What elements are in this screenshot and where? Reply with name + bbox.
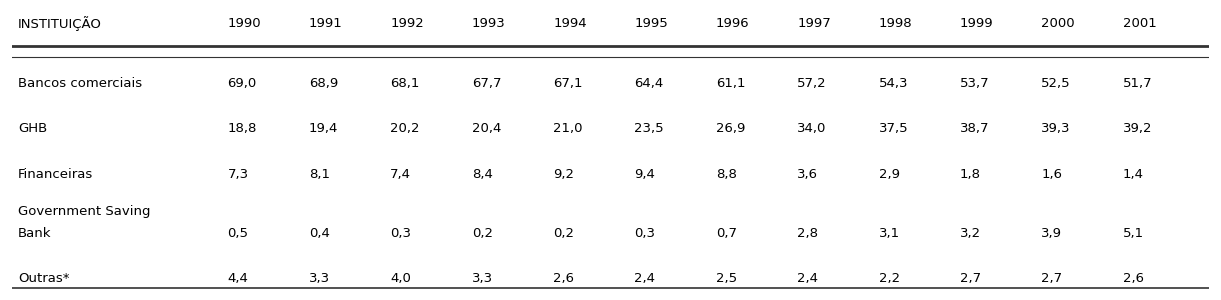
Text: 8,1: 8,1 bbox=[309, 168, 330, 181]
Text: 39,2: 39,2 bbox=[1122, 122, 1153, 135]
Text: 21,0: 21,0 bbox=[553, 122, 582, 135]
Text: 2,9: 2,9 bbox=[879, 168, 900, 181]
Text: 68,1: 68,1 bbox=[391, 76, 420, 90]
Text: 5,1: 5,1 bbox=[1122, 226, 1144, 240]
Text: 1991: 1991 bbox=[309, 17, 343, 30]
Text: 1999: 1999 bbox=[960, 17, 994, 30]
Text: Bank: Bank bbox=[18, 226, 51, 240]
Text: Financeiras: Financeiras bbox=[18, 168, 94, 181]
Text: 2,6: 2,6 bbox=[1122, 272, 1144, 285]
Text: 0,2: 0,2 bbox=[553, 226, 574, 240]
Text: 1998: 1998 bbox=[879, 17, 912, 30]
Text: 3,2: 3,2 bbox=[960, 226, 980, 240]
Text: Bancos comerciais: Bancos comerciais bbox=[18, 76, 143, 90]
Text: INSTITUIÇÃO: INSTITUIÇÃO bbox=[18, 16, 103, 31]
Text: 1,6: 1,6 bbox=[1042, 168, 1062, 181]
Text: 3,1: 3,1 bbox=[879, 226, 900, 240]
Text: 20,2: 20,2 bbox=[391, 122, 420, 135]
Text: 1997: 1997 bbox=[797, 17, 832, 30]
Text: 18,8: 18,8 bbox=[227, 122, 256, 135]
Text: 52,5: 52,5 bbox=[1042, 76, 1071, 90]
Text: 4,4: 4,4 bbox=[227, 272, 248, 285]
Text: 3,6: 3,6 bbox=[797, 168, 818, 181]
Text: 1990: 1990 bbox=[227, 17, 261, 30]
Text: 67,7: 67,7 bbox=[471, 76, 501, 90]
Text: 64,4: 64,4 bbox=[635, 76, 664, 90]
Text: 2,4: 2,4 bbox=[797, 272, 818, 285]
Text: 34,0: 34,0 bbox=[797, 122, 827, 135]
Text: 26,9: 26,9 bbox=[716, 122, 745, 135]
Text: 69,0: 69,0 bbox=[227, 76, 256, 90]
Text: 8,8: 8,8 bbox=[716, 168, 736, 181]
Text: 0,2: 0,2 bbox=[471, 226, 493, 240]
Text: 2,7: 2,7 bbox=[1042, 272, 1062, 285]
Text: 54,3: 54,3 bbox=[879, 76, 908, 90]
Text: 2,4: 2,4 bbox=[635, 272, 656, 285]
Text: 3,3: 3,3 bbox=[309, 272, 330, 285]
Text: 39,3: 39,3 bbox=[1042, 122, 1071, 135]
Text: 51,7: 51,7 bbox=[1122, 76, 1153, 90]
Text: 9,2: 9,2 bbox=[553, 168, 574, 181]
Text: 2,6: 2,6 bbox=[553, 272, 574, 285]
Text: 3,9: 3,9 bbox=[1042, 226, 1062, 240]
Text: 20,4: 20,4 bbox=[471, 122, 501, 135]
Text: 1992: 1992 bbox=[391, 17, 424, 30]
Text: 0,3: 0,3 bbox=[635, 226, 656, 240]
Text: 0,4: 0,4 bbox=[309, 226, 330, 240]
Text: GHB: GHB bbox=[18, 122, 48, 135]
Text: 2,7: 2,7 bbox=[960, 272, 980, 285]
Text: 23,5: 23,5 bbox=[635, 122, 664, 135]
Text: 1994: 1994 bbox=[553, 17, 586, 30]
Text: 38,7: 38,7 bbox=[960, 122, 989, 135]
Text: 68,9: 68,9 bbox=[309, 76, 338, 90]
Text: 7,4: 7,4 bbox=[391, 168, 411, 181]
Text: 0,3: 0,3 bbox=[391, 226, 411, 240]
Text: 8,4: 8,4 bbox=[471, 168, 492, 181]
Text: 1,4: 1,4 bbox=[1122, 168, 1144, 181]
Text: 2,8: 2,8 bbox=[797, 226, 818, 240]
Text: 1993: 1993 bbox=[471, 17, 505, 30]
Text: 3,3: 3,3 bbox=[471, 272, 493, 285]
Text: 57,2: 57,2 bbox=[797, 76, 827, 90]
Text: 61,1: 61,1 bbox=[716, 76, 745, 90]
Text: 19,4: 19,4 bbox=[309, 122, 338, 135]
Text: 37,5: 37,5 bbox=[879, 122, 908, 135]
Text: 1995: 1995 bbox=[635, 17, 668, 30]
Text: 2001: 2001 bbox=[1122, 17, 1156, 30]
Text: 9,4: 9,4 bbox=[635, 168, 656, 181]
Text: 2000: 2000 bbox=[1042, 17, 1074, 30]
Text: 2,2: 2,2 bbox=[879, 272, 900, 285]
Text: 53,7: 53,7 bbox=[960, 76, 989, 90]
Text: 67,1: 67,1 bbox=[553, 76, 582, 90]
Text: Outras*: Outras* bbox=[18, 272, 70, 285]
Text: 0,7: 0,7 bbox=[716, 226, 736, 240]
Text: 1,8: 1,8 bbox=[960, 168, 980, 181]
Text: 7,3: 7,3 bbox=[227, 168, 249, 181]
Text: 0,5: 0,5 bbox=[227, 226, 249, 240]
Text: Government Saving: Government Saving bbox=[18, 205, 150, 218]
Text: 4,0: 4,0 bbox=[391, 272, 411, 285]
Text: 2,5: 2,5 bbox=[716, 272, 737, 285]
Text: 1996: 1996 bbox=[716, 17, 750, 30]
